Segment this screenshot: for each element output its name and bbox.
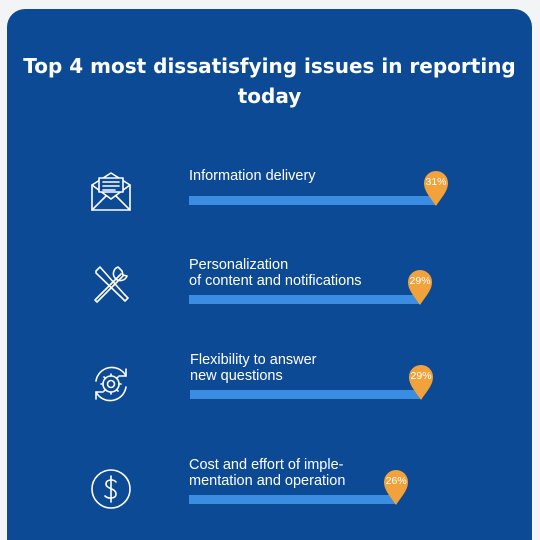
value-marker-4: 26% (381, 468, 411, 506)
title-line-2: today (237, 84, 302, 108)
item-label-2-line-2: of content and notifications (189, 273, 362, 289)
value-label-4: 26% (385, 475, 407, 487)
dollar-icon (88, 466, 134, 512)
value-marker-3: 29% (406, 363, 436, 401)
chart-title: Top 4 most dissatisfying issues in repor… (7, 51, 532, 111)
item-label-4-line-1: Cost and effort of imple- (189, 457, 344, 473)
bar-1 (189, 196, 436, 205)
item-label-4: Cost and effort of imple- mentation and … (189, 457, 345, 489)
item-label-1-line-1: Information delivery (189, 168, 316, 184)
value-label-3: 29% (410, 370, 432, 382)
tools-icon (88, 261, 134, 307)
item-label-2-line-1: Personalization (189, 257, 289, 273)
envelope-icon (88, 168, 134, 214)
item-label-2: Personalization of content and notificat… (189, 257, 362, 289)
value-marker-2: 29% (405, 268, 435, 306)
value-marker-1: 31% (421, 169, 451, 207)
gear-refresh-icon (88, 361, 134, 407)
title-line-1: Top 4 most dissatisfying issues in repor… (23, 54, 516, 78)
item-label-1: Information delivery (189, 168, 316, 184)
item-label-3-line-2: new questions (190, 368, 283, 384)
bar-3 (190, 390, 422, 399)
value-label-2: 29% (409, 275, 431, 287)
item-label-3-line-1: Flexibility to answer (190, 352, 317, 368)
item-label-3: Flexibility to answer new questions (190, 352, 317, 384)
bar-2 (189, 295, 421, 304)
bar-4 (189, 495, 397, 504)
value-label-1: 31% (425, 176, 447, 188)
item-label-4-line-2: mentation and operation (189, 473, 346, 489)
infographic-card: Top 4 most dissatisfying issues in repor… (7, 9, 532, 540)
